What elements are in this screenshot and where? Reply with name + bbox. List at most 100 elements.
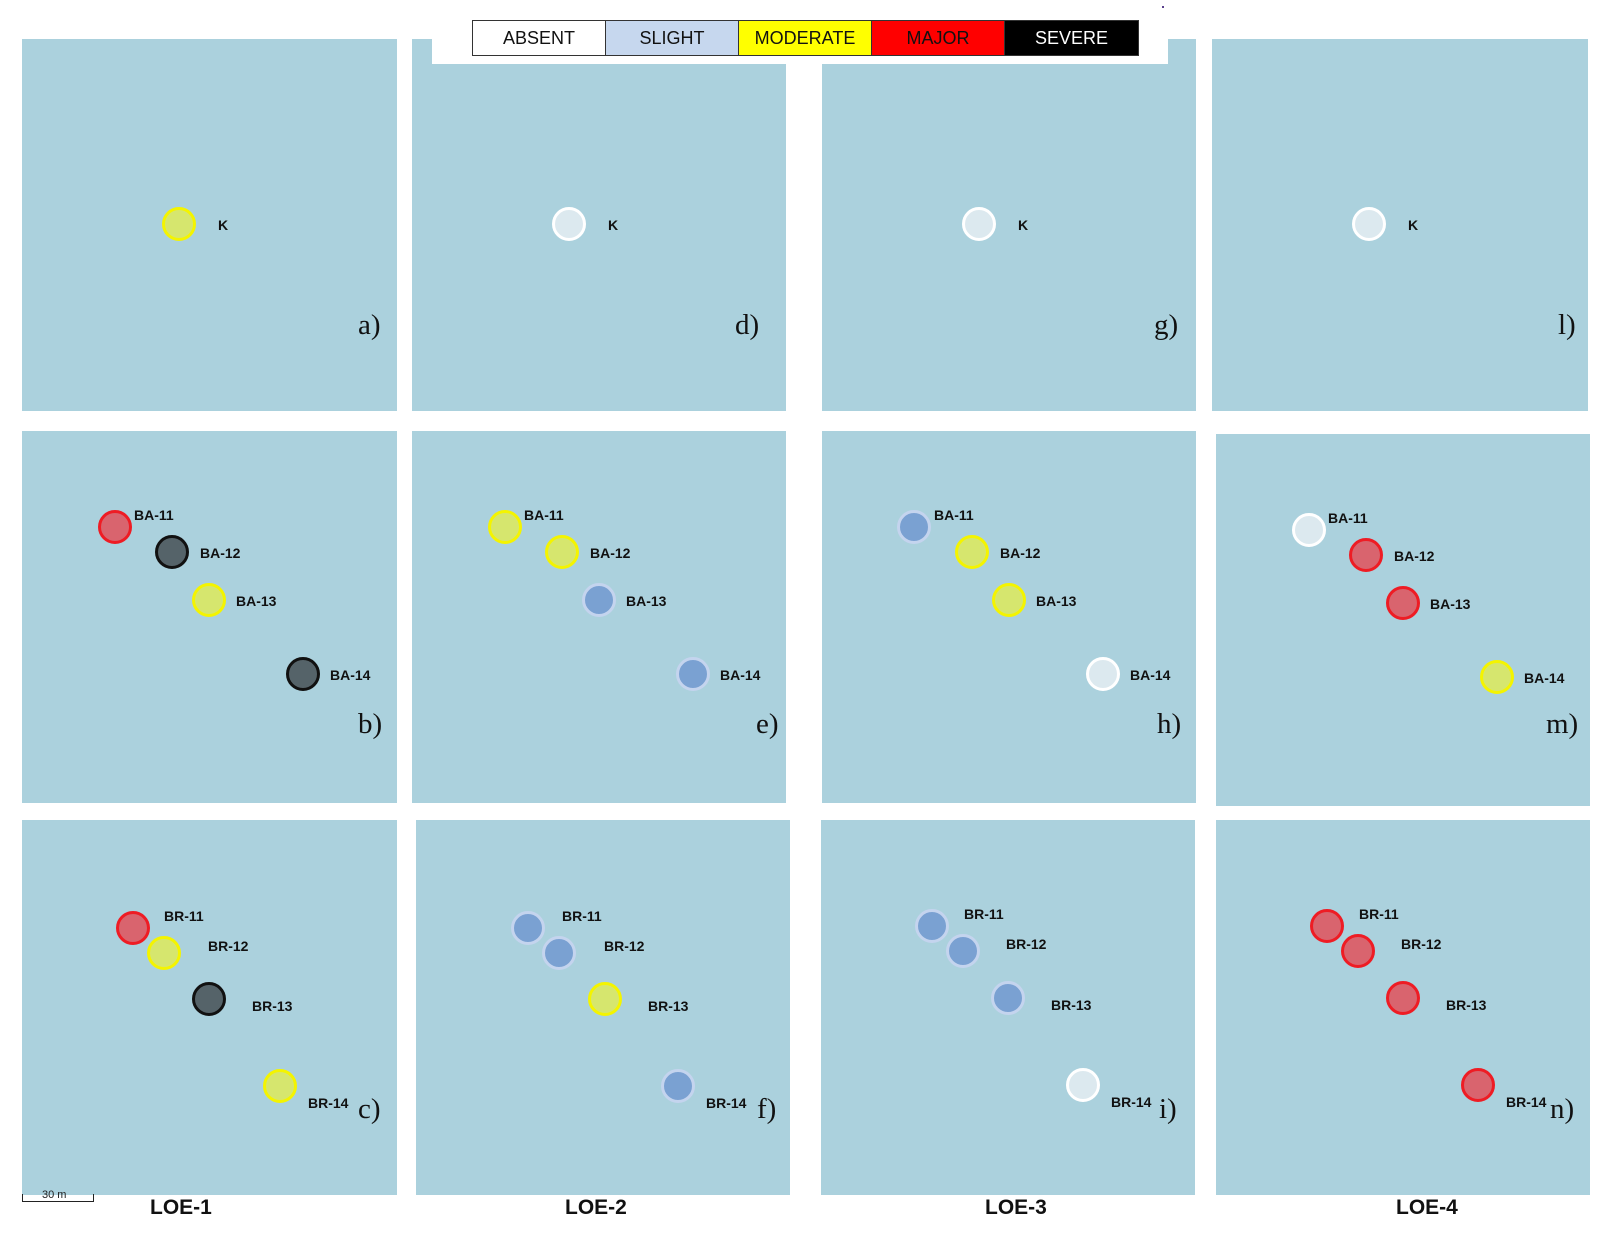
column-title-loe-3: LOE-3 xyxy=(985,1196,1047,1219)
station-label: K xyxy=(218,217,229,233)
station-marker-k xyxy=(162,207,196,241)
station-label: BR-12 xyxy=(604,938,645,954)
map-panel-n: BR-11 BR-12 BR-13 BR-14 n) xyxy=(1216,820,1590,1195)
station-marker-br-11 xyxy=(915,909,949,943)
station-label: BR-12 xyxy=(1006,936,1047,952)
station-label: BA-14 xyxy=(1130,667,1171,683)
station-marker-ba-11 xyxy=(1292,513,1326,547)
station-label: BR-13 xyxy=(1446,997,1487,1013)
column-title-loe-1: LOE-1 xyxy=(150,1196,212,1219)
station-marker-ba-13 xyxy=(1386,586,1420,620)
station-marker-ba-11 xyxy=(98,510,132,544)
map-panel-h: BA-11 BA-12 BA-13 BA-14 h) xyxy=(822,431,1196,803)
panel-letter-label: g) xyxy=(1154,309,1179,341)
station-label: BA-13 xyxy=(1430,596,1471,612)
station-marker-ba-11 xyxy=(897,510,931,544)
station-label: BA-12 xyxy=(200,545,241,561)
panel-letter-label: a) xyxy=(358,309,381,341)
scale-bar xyxy=(22,1194,94,1202)
station-label: BR-14 xyxy=(308,1095,349,1111)
station-marker-k xyxy=(962,207,996,241)
station-label: BR-13 xyxy=(648,998,689,1014)
map-panel-c: BR-11 BR-12 BR-13 BR-14 c) xyxy=(22,820,397,1195)
panel-letter-label: i) xyxy=(1159,1093,1177,1125)
station-marker-k xyxy=(552,207,586,241)
station-marker-ba-13 xyxy=(992,583,1026,617)
station-marker-br-14 xyxy=(661,1069,695,1103)
station-label: K xyxy=(1018,217,1029,233)
panel-letter-label: d) xyxy=(735,309,760,341)
station-label: BR-11 xyxy=(1359,906,1399,922)
column-title-loe-2: LOE-2 xyxy=(565,1196,627,1219)
station-label: BA-14 xyxy=(720,667,761,683)
panel-letter-label: b) xyxy=(358,708,383,740)
station-marker-br-14 xyxy=(1461,1068,1495,1102)
panel-letter-label: h) xyxy=(1157,708,1182,740)
station-label: BA-13 xyxy=(626,593,667,609)
station-marker-ba-12 xyxy=(545,535,579,569)
station-marker-br-14 xyxy=(1066,1068,1100,1102)
severity-legend: ABSENT SLIGHT MODERATE MAJOR SEVERE xyxy=(432,8,1168,64)
station-label: BA-11 xyxy=(524,507,564,523)
station-label: BA-11 xyxy=(134,507,174,523)
station-label: BR-14 xyxy=(1111,1094,1152,1110)
station-marker-ba-13 xyxy=(192,583,226,617)
station-marker-br-12 xyxy=(542,936,576,970)
station-marker-br-11 xyxy=(511,911,545,945)
panel-letter-label: c) xyxy=(358,1093,381,1125)
station-label: BA-12 xyxy=(590,545,631,561)
station-label: BR-13 xyxy=(1051,997,1092,1013)
map-panel-e: BA-11 BA-12 BA-13 BA-14 e) xyxy=(412,431,786,803)
station-label: BA-14 xyxy=(1524,670,1565,686)
station-marker-br-13 xyxy=(588,982,622,1016)
legend-item-absent: ABSENT xyxy=(473,21,606,55)
map-panel-i: BR-11 BR-12 BR-13 BR-14 i) xyxy=(821,820,1195,1195)
station-marker-br-13 xyxy=(192,982,226,1016)
station-label: BR-13 xyxy=(252,998,293,1014)
station-marker-ba-14 xyxy=(1480,660,1514,694)
station-marker-ba-11 xyxy=(488,510,522,544)
station-marker-br-11 xyxy=(1310,909,1344,943)
station-label: BA-12 xyxy=(1394,548,1435,564)
station-label: BR-11 xyxy=(562,908,602,924)
station-label: BA-13 xyxy=(1036,593,1077,609)
legend-item-major: MAJOR xyxy=(872,21,1005,55)
station-marker-br-14 xyxy=(263,1069,297,1103)
station-marker-ba-12 xyxy=(955,535,989,569)
station-marker-br-13 xyxy=(1386,981,1420,1015)
station-label: BR-12 xyxy=(1401,936,1442,952)
station-label: K xyxy=(608,217,619,233)
station-marker-br-12 xyxy=(946,934,980,968)
station-label: BA-12 xyxy=(1000,545,1041,561)
station-marker-ba-14 xyxy=(676,657,710,691)
station-marker-br-13 xyxy=(991,981,1025,1015)
station-label: BA-13 xyxy=(236,593,277,609)
station-marker-br-12 xyxy=(1341,934,1375,968)
column-title-loe-4: LOE-4 xyxy=(1396,1196,1458,1219)
station-marker-br-12 xyxy=(147,936,181,970)
legend-boxes: ABSENT SLIGHT MODERATE MAJOR SEVERE xyxy=(472,20,1139,56)
station-marker-ba-14 xyxy=(286,657,320,691)
station-marker-ba-13 xyxy=(582,583,616,617)
station-marker-br-11 xyxy=(116,911,150,945)
station-marker-ba-12 xyxy=(1349,538,1383,572)
legend-item-moderate: MODERATE xyxy=(739,21,872,55)
station-marker-k xyxy=(1352,207,1386,241)
panel-letter-label: e) xyxy=(756,708,779,740)
station-label: K xyxy=(1408,217,1419,233)
station-label: BR-14 xyxy=(706,1095,747,1111)
map-panel-b: BA-11 BA-12 BA-13 BA-14 b) xyxy=(22,431,397,803)
station-label: BR-11 xyxy=(164,908,204,924)
map-panel-f: BR-11 BR-12 BR-13 BR-14 f) xyxy=(416,820,790,1195)
station-marker-ba-12 xyxy=(155,535,189,569)
station-label: BR-14 xyxy=(1506,1094,1547,1110)
panel-letter-label: m) xyxy=(1546,708,1579,740)
station-label: BA-11 xyxy=(1328,510,1368,526)
map-panel-m: BA-11 BA-12 BA-13 BA-14 m) xyxy=(1216,434,1590,806)
station-label: BA-14 xyxy=(330,667,371,683)
station-label: BR-12 xyxy=(208,938,249,954)
